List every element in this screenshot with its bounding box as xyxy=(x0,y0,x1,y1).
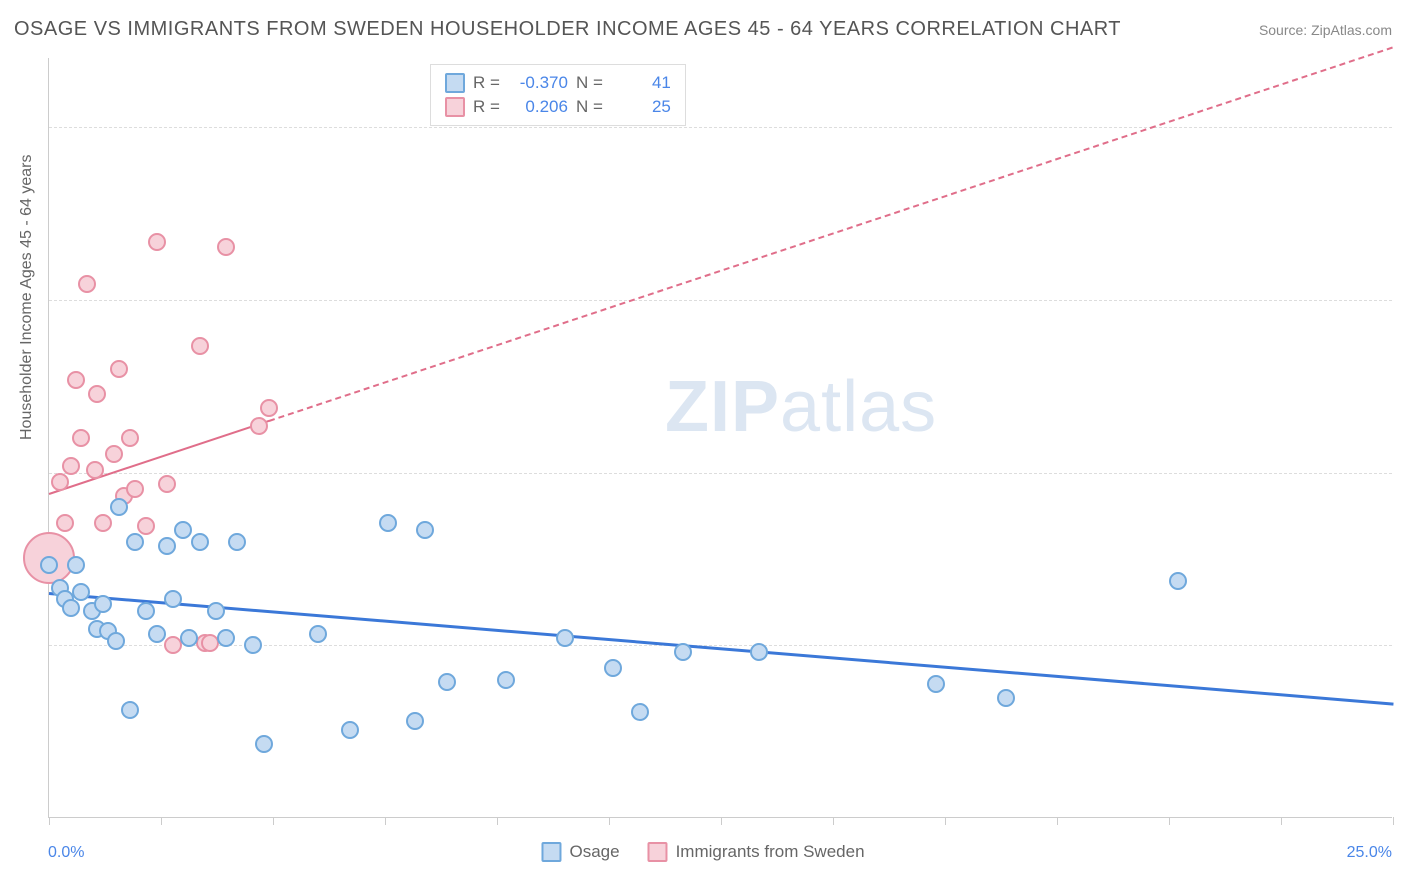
data-point xyxy=(126,480,144,498)
y-tick-label: $150,000 xyxy=(1398,464,1406,482)
x-tick-mark xyxy=(1393,817,1394,825)
y-axis-label: Householder Income Ages 45 - 64 years xyxy=(18,155,36,441)
correlation-legend: R = -0.370 N = 41 R = 0.206 N = 25 xyxy=(430,64,686,126)
data-point xyxy=(40,556,58,574)
legend-row-sweden: R = 0.206 N = 25 xyxy=(445,95,671,119)
source-label: Source: ZipAtlas.com xyxy=(1259,22,1392,38)
data-point xyxy=(674,643,692,661)
data-point xyxy=(309,625,327,643)
data-point xyxy=(51,473,69,491)
data-point xyxy=(255,735,273,753)
data-point xyxy=(110,498,128,516)
data-point xyxy=(67,556,85,574)
data-point xyxy=(158,475,176,493)
x-tick-mark xyxy=(161,817,162,825)
swatch-sweden-icon xyxy=(648,842,668,862)
y-tick-label: $300,000 xyxy=(1398,118,1406,136)
x-tick-mark xyxy=(1281,817,1282,825)
data-point xyxy=(180,629,198,647)
x-axis-start: 0.0% xyxy=(48,844,84,862)
legend-item-sweden: Immigrants from Sweden xyxy=(648,842,865,862)
data-point xyxy=(379,514,397,532)
data-point xyxy=(67,371,85,389)
swatch-osage xyxy=(445,73,465,93)
data-point xyxy=(94,595,112,613)
x-tick-mark xyxy=(945,817,946,825)
x-tick-mark xyxy=(1169,817,1170,825)
data-point xyxy=(341,721,359,739)
x-tick-mark xyxy=(497,817,498,825)
gridline xyxy=(49,473,1392,474)
data-point xyxy=(164,590,182,608)
data-point xyxy=(1169,572,1187,590)
data-point xyxy=(62,599,80,617)
data-point xyxy=(126,533,144,551)
gridline xyxy=(49,300,1392,301)
data-point xyxy=(158,537,176,555)
data-point xyxy=(244,636,262,654)
x-tick-mark xyxy=(273,817,274,825)
data-point xyxy=(997,689,1015,707)
data-point xyxy=(148,233,166,251)
data-point xyxy=(604,659,622,677)
data-point xyxy=(250,417,268,435)
x-tick-mark xyxy=(49,817,50,825)
data-point xyxy=(137,517,155,535)
y-tick-label: $75,000 xyxy=(1398,636,1406,654)
gridline xyxy=(49,127,1392,128)
data-point xyxy=(406,712,424,730)
data-point xyxy=(191,337,209,355)
data-point xyxy=(107,632,125,650)
data-point xyxy=(72,583,90,601)
x-tick-mark xyxy=(609,817,610,825)
data-point xyxy=(121,701,139,719)
data-point xyxy=(86,461,104,479)
x-tick-mark xyxy=(721,817,722,825)
data-point xyxy=(174,521,192,539)
data-point xyxy=(438,673,456,691)
data-point xyxy=(88,385,106,403)
data-point xyxy=(137,602,155,620)
x-tick-mark xyxy=(1057,817,1058,825)
swatch-sweden xyxy=(445,97,465,117)
data-point xyxy=(556,629,574,647)
x-tick-mark xyxy=(833,817,834,825)
swatch-osage-icon xyxy=(541,842,561,862)
y-tick-label: $225,000 xyxy=(1398,291,1406,309)
data-point xyxy=(217,238,235,256)
data-point xyxy=(105,445,123,463)
x-axis-end: 25.0% xyxy=(1347,844,1392,862)
data-point xyxy=(62,457,80,475)
data-point xyxy=(497,671,515,689)
data-point xyxy=(110,360,128,378)
data-point xyxy=(207,602,225,620)
data-point xyxy=(191,533,209,551)
data-point xyxy=(72,429,90,447)
legend-row-osage: R = -0.370 N = 41 xyxy=(445,71,671,95)
data-point xyxy=(631,703,649,721)
data-point xyxy=(217,629,235,647)
data-point xyxy=(94,514,112,532)
watermark: ZIPatlas xyxy=(665,366,937,448)
data-point xyxy=(148,625,166,643)
legend-item-osage: Osage xyxy=(541,842,619,862)
chart-title: OSAGE VS IMMIGRANTS FROM SWEDEN HOUSEHOL… xyxy=(14,18,1121,41)
data-point xyxy=(56,514,74,532)
data-point xyxy=(78,275,96,293)
data-point xyxy=(121,429,139,447)
x-tick-mark xyxy=(385,817,386,825)
data-point xyxy=(260,399,278,417)
chart-plot-area: ZIPatlas $75,000$150,000$225,000$300,000 xyxy=(48,58,1392,818)
series-legend: Osage Immigrants from Sweden xyxy=(541,842,864,862)
data-point xyxy=(228,533,246,551)
data-point xyxy=(750,643,768,661)
data-point xyxy=(416,521,434,539)
data-point xyxy=(927,675,945,693)
